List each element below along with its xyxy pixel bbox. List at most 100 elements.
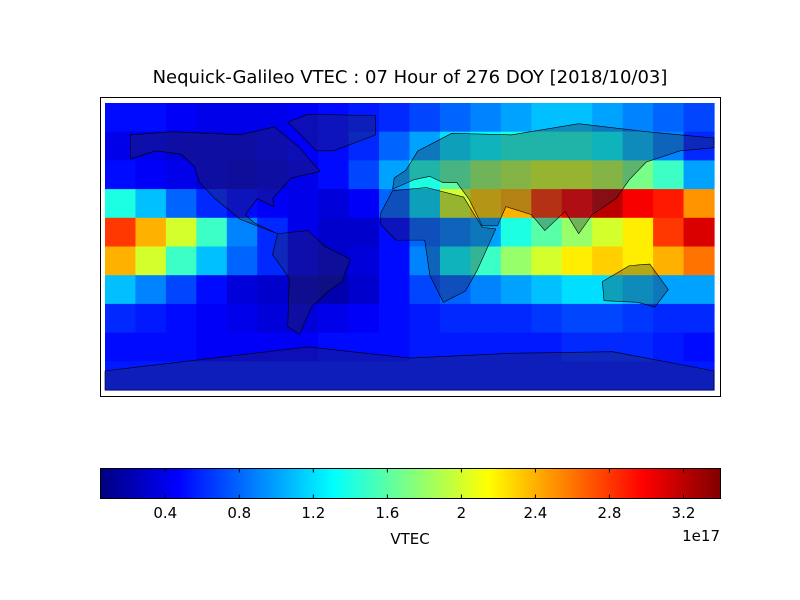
heat-cell	[318, 189, 350, 219]
heat-cell	[409, 189, 441, 219]
colorbar-tick-label: 0.4	[153, 504, 177, 522]
heat-cell	[196, 189, 228, 219]
heat-cell	[470, 189, 502, 219]
heat-cell	[500, 303, 532, 334]
heat-cell	[135, 103, 167, 133]
heat-cell	[348, 275, 380, 305]
heat-cell	[135, 246, 167, 276]
heat-cell	[500, 332, 532, 362]
heat-cell	[409, 103, 441, 133]
heat-cell	[439, 103, 471, 133]
heat-cell	[683, 332, 715, 362]
heat-cell	[105, 303, 137, 334]
heat-cell	[439, 160, 471, 190]
heat-cell	[135, 217, 167, 248]
heat-cell	[226, 189, 258, 219]
heat-cell	[287, 246, 319, 276]
heat-cell	[500, 189, 532, 219]
heat-cell	[257, 160, 289, 190]
heat-cell	[561, 361, 593, 391]
heat-cell	[105, 160, 137, 190]
heat-cell	[226, 361, 258, 391]
australia	[602, 264, 668, 307]
heat-cell	[257, 131, 289, 161]
eurasia	[393, 124, 714, 234]
heat-cell	[379, 160, 411, 190]
heat-cell	[318, 131, 350, 161]
heat-cell	[500, 275, 532, 305]
colorbar	[100, 468, 721, 499]
colorbar-tick-label: 0.8	[227, 504, 251, 522]
heat-cell	[470, 217, 502, 248]
heat-cell	[592, 303, 624, 334]
heat-cell	[226, 303, 258, 334]
heat-cell	[561, 275, 593, 305]
colorbar-tick-label: 3.2	[672, 504, 696, 522]
heat-cell	[348, 103, 380, 133]
heat-cell	[531, 361, 563, 391]
heat-cell	[379, 332, 411, 362]
heat-cell	[165, 103, 197, 133]
heat-cell	[653, 131, 685, 161]
heat-cell	[105, 189, 137, 219]
heat-cell	[561, 246, 593, 276]
heat-cell	[226, 246, 258, 276]
heat-cell	[135, 131, 167, 161]
heat-cell	[592, 189, 624, 219]
heat-cell	[622, 303, 654, 334]
heat-cell	[470, 303, 502, 334]
heat-cell	[409, 361, 441, 391]
heat-cell	[622, 103, 654, 133]
heat-cell	[165, 189, 197, 219]
coastlines	[105, 114, 714, 390]
heat-cell	[105, 361, 137, 391]
heat-cell	[135, 189, 167, 219]
heat-cell	[653, 217, 685, 248]
heat-cell	[653, 361, 685, 391]
colorbar-tick-label: 1.2	[301, 504, 325, 522]
heat-cell	[439, 361, 471, 391]
heat-cell	[561, 131, 593, 161]
heat-cell	[196, 103, 228, 133]
heat-cell	[165, 303, 197, 334]
heat-cell	[379, 131, 411, 161]
heat-cell	[257, 189, 289, 219]
heat-cell	[348, 332, 380, 362]
heat-cell	[318, 160, 350, 190]
heat-cell	[318, 303, 350, 334]
heat-cell	[257, 246, 289, 276]
heat-cell	[531, 131, 563, 161]
heat-cell	[683, 246, 715, 276]
heat-cell	[135, 303, 167, 334]
heat-cell	[165, 131, 197, 161]
heat-cell	[257, 217, 289, 248]
heat-cell	[135, 275, 167, 305]
heat-cell	[226, 160, 258, 190]
colorbar-tick-label: 2.4	[523, 504, 547, 522]
heat-cell	[500, 103, 532, 133]
heat-cell	[379, 103, 411, 133]
heat-cell	[226, 217, 258, 248]
heat-cell	[653, 303, 685, 334]
heat-cell	[409, 160, 441, 190]
heat-cell	[318, 246, 350, 276]
heat-cell	[379, 246, 411, 276]
heat-cell	[257, 303, 289, 334]
colorbar-label: VTEC	[390, 530, 429, 548]
heat-cell	[348, 131, 380, 161]
heat-cell	[226, 275, 258, 305]
heat-cell	[470, 131, 502, 161]
heat-cell	[470, 332, 502, 362]
heat-cell	[683, 189, 715, 219]
heat-cell	[561, 217, 593, 248]
heat-cell	[622, 246, 654, 276]
heat-cell	[257, 332, 289, 362]
heat-cell	[561, 103, 593, 133]
heat-cell	[135, 160, 167, 190]
heat-cell	[470, 275, 502, 305]
colorbar-tick-label: 1.6	[375, 504, 399, 522]
colorbar-tick-label: 2.8	[598, 504, 622, 522]
heatmap	[105, 103, 715, 391]
heat-cell	[500, 131, 532, 161]
heat-cell	[470, 361, 502, 391]
